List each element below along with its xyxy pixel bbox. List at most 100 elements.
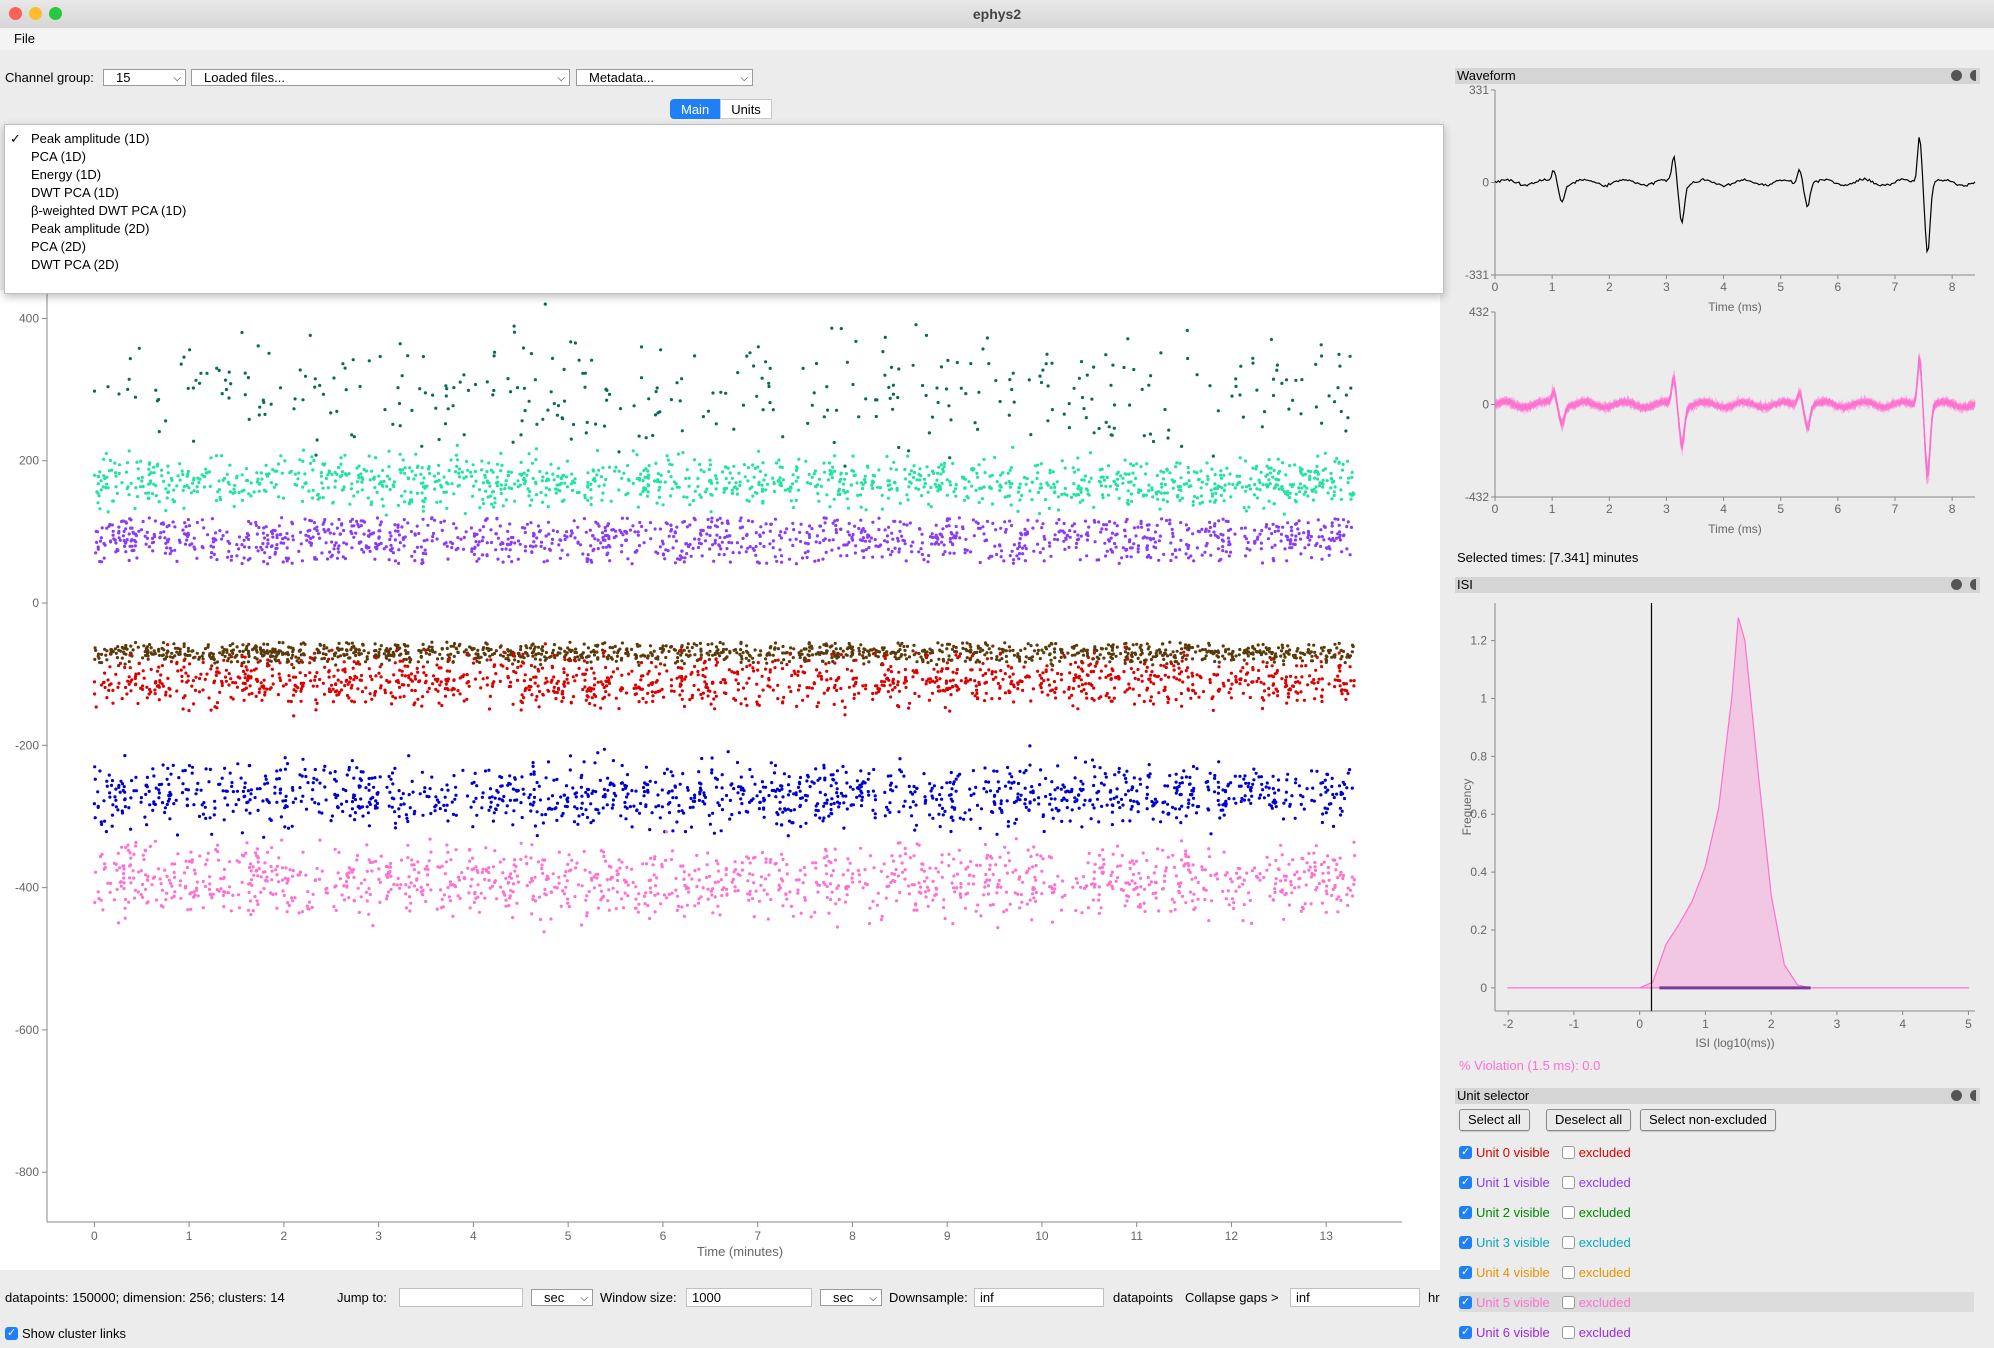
scatter-point xyxy=(406,477,411,481)
scatter-point xyxy=(1105,475,1109,479)
scatter-point xyxy=(1035,476,1039,480)
scatter-point xyxy=(764,360,768,364)
scatter-point xyxy=(523,673,527,677)
scatter-point xyxy=(685,552,689,556)
scatter-point xyxy=(1336,517,1340,521)
channel-group-select[interactable]: 15 ⌵ xyxy=(103,69,186,86)
scatter-point xyxy=(864,508,868,512)
scatter-point xyxy=(830,476,834,480)
scatter-point xyxy=(227,396,231,400)
scatter-point xyxy=(93,473,97,477)
scatter-point xyxy=(231,642,235,646)
scatter-point xyxy=(1168,522,1172,526)
close-window-button[interactable] xyxy=(9,7,22,20)
scatter-point xyxy=(516,539,521,543)
loaded-files-select[interactable]: Loaded files... ⌵ xyxy=(191,69,570,86)
menu-item-peak-amplitude-2d[interactable]: Peak amplitude (2D) xyxy=(31,221,150,236)
scatter-point xyxy=(1297,532,1301,536)
scatter-point xyxy=(362,550,366,554)
scatter-point xyxy=(293,397,297,401)
scatter-point xyxy=(783,531,787,535)
scatter-point xyxy=(452,693,456,697)
metadata-select[interactable]: Metadata... ⌵ xyxy=(576,69,753,86)
scatter-point xyxy=(206,643,210,647)
scatter-point xyxy=(266,538,270,542)
scatter-point xyxy=(1298,490,1302,494)
scatter-point xyxy=(102,457,106,461)
scatter-point xyxy=(667,649,671,653)
scatter-point xyxy=(983,699,987,703)
scatter-point xyxy=(313,377,317,381)
scatter-point xyxy=(1338,684,1342,688)
scatter-point xyxy=(562,399,567,403)
scatter-point xyxy=(829,677,833,681)
menu-item-pca-1d[interactable]: PCA (1D) xyxy=(31,149,86,164)
scatter-point xyxy=(243,672,247,676)
scatter-point xyxy=(1207,529,1211,533)
scatter-point xyxy=(510,487,514,491)
scatter-point xyxy=(714,694,718,698)
scatter-point xyxy=(355,519,359,523)
scatter-point xyxy=(738,480,742,484)
scatter-point xyxy=(828,505,832,509)
scatter-point xyxy=(1023,660,1027,664)
scatter-point xyxy=(1085,373,1089,377)
scatter-point xyxy=(417,648,421,653)
menu-item-dwt-pca-2d[interactable]: DWT PCA (2D) xyxy=(31,257,119,272)
scatter-point xyxy=(210,664,214,668)
scatter-point xyxy=(341,555,345,559)
scatter-point xyxy=(1201,690,1206,694)
scatter-point xyxy=(344,388,348,392)
scatter-point xyxy=(446,688,450,692)
menu-item-pca-2d[interactable]: PCA (2D) xyxy=(31,239,86,254)
scatter-point xyxy=(513,482,517,486)
scatter-point xyxy=(1201,648,1205,652)
scatter-point xyxy=(1313,650,1317,654)
scatter-point xyxy=(485,479,489,483)
scatter-point xyxy=(636,660,640,664)
scatter-point xyxy=(947,654,951,658)
scatter-point xyxy=(1145,523,1149,527)
scatter-point xyxy=(361,643,365,647)
scatter-point xyxy=(1161,477,1165,481)
scatter-point xyxy=(1229,671,1233,675)
scatter-point xyxy=(1165,500,1169,504)
chevron-down-icon: ⌵ xyxy=(740,73,748,84)
scatter-point xyxy=(1255,487,1259,491)
scatter-point xyxy=(186,472,190,476)
scatter-point xyxy=(639,345,644,349)
scatter-point xyxy=(1085,648,1089,652)
scatter-point xyxy=(1004,649,1008,653)
scatter-point xyxy=(583,678,587,682)
scatter-point xyxy=(1299,469,1303,473)
tab-main[interactable]: Main xyxy=(670,99,721,119)
scatter-point xyxy=(178,478,182,482)
menu-item-energy-1d[interactable]: Energy (1D) xyxy=(31,167,102,182)
scatter-point xyxy=(421,561,425,565)
scatter-point xyxy=(1050,668,1054,672)
scatter-point xyxy=(247,545,251,549)
menu-item-beta-dwt-pca-1d[interactable]: β-weighted DWT PCA (1D) xyxy=(31,203,187,218)
scatter-point xyxy=(642,541,646,545)
scatter-point xyxy=(447,469,451,473)
scatter-point xyxy=(775,559,779,563)
scatter-point xyxy=(277,524,281,528)
scatter-point xyxy=(195,556,199,560)
scatter-point xyxy=(1277,487,1281,491)
menu-item-peak-amplitude-1d[interactable]: Peak amplitude (1D) xyxy=(31,131,150,146)
scatter-point xyxy=(1286,644,1290,648)
main-scatter-plot[interactable]: 0 1 2 3 4 5 6 7 8 9 10 11 12 134002000-200-400-600-80… xyxy=(0,290,1440,1270)
scatter-point xyxy=(1100,527,1104,531)
scatter-point xyxy=(1105,549,1109,553)
menu-file[interactable]: File xyxy=(14,31,35,46)
zoom-window-button[interactable] xyxy=(49,7,62,20)
scatter-point xyxy=(1165,491,1169,495)
minimize-window-button[interactable] xyxy=(29,7,42,20)
scatter-point xyxy=(1298,482,1302,486)
tab-units[interactable]: Units xyxy=(720,99,772,119)
scatter-point xyxy=(281,537,285,541)
scatter-point xyxy=(1018,544,1022,549)
scatter-point xyxy=(1123,650,1127,654)
scatter-point xyxy=(543,658,547,662)
menu-item-dwt-pca-1d[interactable]: DWT PCA (1D) xyxy=(31,185,119,200)
